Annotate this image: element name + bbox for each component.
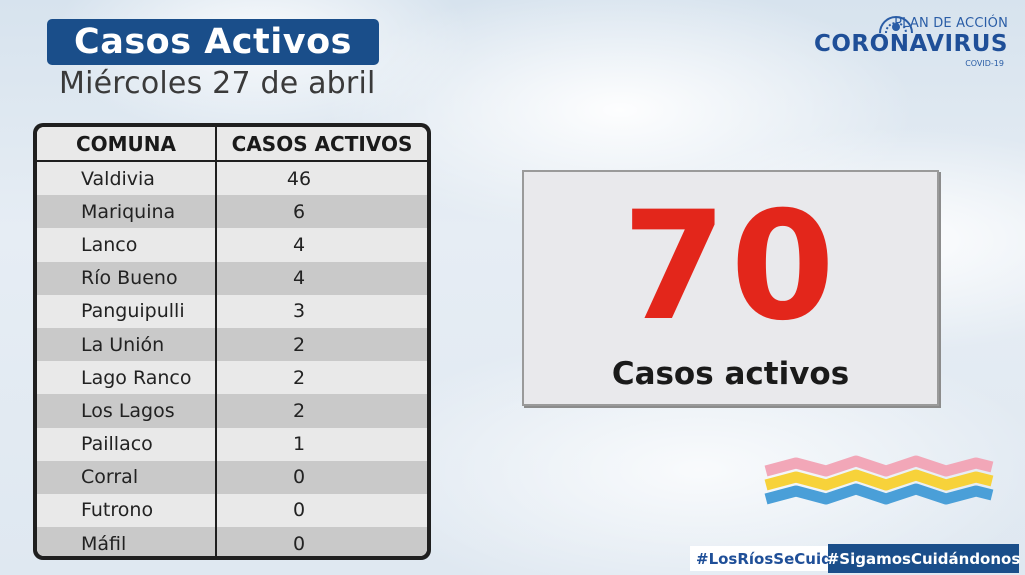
table-row: Lanco 4 [37, 228, 427, 262]
cell-comuna: Futrono [37, 493, 217, 528]
table-body: Valdivia 46 Mariquina 6 Lanco 4 Río Bueno 4 Pang… [37, 162, 427, 556]
hashtag-sigamos: #SigamosCuidándonos [827, 544, 1020, 573]
cell-casos: 3 [292, 300, 306, 323]
total-label: Casos activos [611, 356, 850, 392]
cell-casos: 46 [286, 167, 312, 190]
cell-comuna: Lago Ranco [37, 361, 217, 395]
logo-covid-text: COVID-19 [965, 59, 1004, 68]
table-row: Mariquina 6 [37, 195, 427, 229]
active-cases-table: COMUNA CASOS ACTIVOS Valdivia 46 Mariquina… [33, 123, 431, 560]
table-row: Lago Ranco 2 [37, 361, 427, 395]
date-subtitle: Miércoles 27 de abril [59, 66, 376, 101]
cell-casos: 4 [292, 267, 306, 290]
table-row: Panguipulli 3 [37, 294, 427, 328]
cell-comuna: Panguipulli [37, 294, 217, 328]
table-row: Valdivia 46 [37, 162, 427, 196]
table-row: Paillaco 1 [37, 427, 427, 461]
table-row: Futrono 0 [37, 493, 427, 528]
cell-comuna: Máfil [37, 527, 217, 556]
government-shield-icon [879, 16, 913, 34]
coronavirus-logo: PLAN DE ACCIÓN CORONAVIRUS COVID-19 [814, 9, 1008, 69]
table-header: COMUNA CASOS ACTIVOS [37, 127, 427, 162]
header-comuna: COMUNA [37, 127, 217, 160]
table-row: Río Bueno 4 [37, 261, 427, 295]
cell-comuna: Corral [37, 460, 217, 494]
title-banner: Casos Activos [47, 19, 379, 65]
cell-casos: 2 [292, 399, 306, 422]
cell-comuna: Paillaco [37, 427, 217, 461]
cell-comuna: La Unión [37, 327, 217, 362]
table-row: Máfil 0 [37, 527, 427, 556]
cell-casos: 1 [292, 433, 306, 456]
cell-comuna: Río Bueno [37, 261, 217, 295]
hashtag-losrios: #LosRíosSeCuida [690, 546, 848, 571]
total-card: 70 Casos activos [522, 170, 939, 406]
cell-casos: 4 [292, 233, 306, 256]
stripe-pink [764, 455, 994, 477]
cell-casos: 0 [292, 499, 306, 522]
logo-coronavirus-text: CORONAVIRUS [814, 31, 1008, 57]
cell-comuna: Lanco [37, 228, 217, 262]
stripe-blue [764, 483, 994, 505]
cell-casos: 2 [292, 366, 306, 389]
cell-comuna: Valdivia [37, 162, 217, 196]
table-row: Los Lagos 2 [37, 394, 427, 428]
cell-casos: 6 [292, 200, 306, 223]
cell-comuna: Los Lagos [37, 394, 217, 428]
table-row: La Unión 2 [37, 327, 427, 362]
cell-comuna: Mariquina [37, 195, 217, 229]
header-casos: CASOS ACTIVOS [231, 131, 413, 156]
total-value: 70 [622, 180, 839, 354]
page-title: Casos Activos [74, 22, 352, 62]
logo-plan-text: PLAN DE ACCIÓN [894, 16, 1008, 31]
stripe-yellow [764, 469, 994, 491]
cell-casos: 0 [292, 466, 306, 489]
cell-casos: 0 [292, 532, 306, 555]
cell-casos: 2 [292, 333, 306, 356]
wave-stripes-graphic [764, 455, 994, 505]
table-row: Corral 0 [37, 460, 427, 494]
